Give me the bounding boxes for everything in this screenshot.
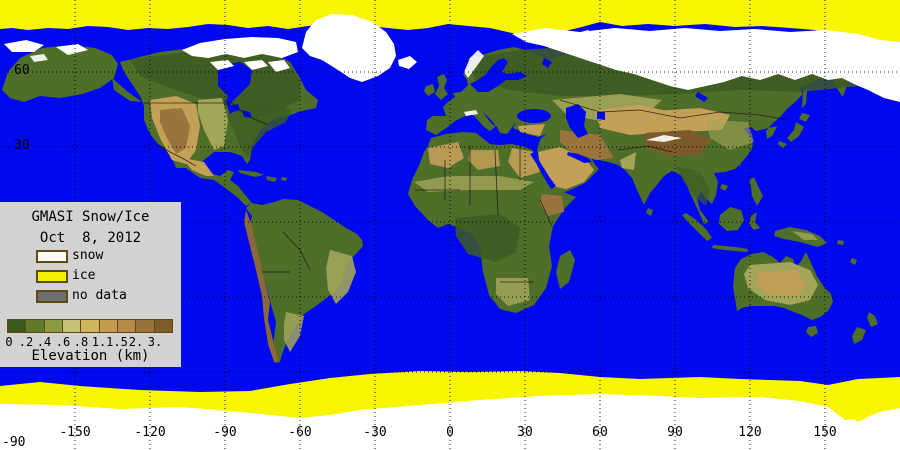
- oceania: [682, 177, 878, 344]
- elevation-tick: 3.: [147, 335, 163, 349]
- lon-label: 90: [667, 425, 683, 440]
- lon-label: 30: [517, 425, 533, 440]
- elevation-tick: .4: [36, 335, 52, 349]
- lon-label: -60: [288, 425, 312, 440]
- lon-label: -150: [59, 425, 91, 440]
- south-america: [244, 199, 363, 363]
- no-data-swatch: [36, 290, 68, 303]
- lat-label: 30: [14, 138, 30, 153]
- lon-label: 150: [813, 425, 837, 440]
- lon-label: 0: [446, 425, 454, 440]
- lon-label: -30: [363, 425, 387, 440]
- elevation-tick: 2.: [128, 335, 144, 349]
- elevation-tick: 1.: [91, 335, 107, 349]
- lon-label: 60: [592, 425, 608, 440]
- lon-label: 120: [738, 425, 762, 440]
- snow-swatch: [36, 250, 68, 263]
- elevation-colorbar: [7, 319, 173, 333]
- elevation-colorbar-segment: [81, 320, 100, 332]
- elevation-colorbar-segment: [26, 320, 45, 332]
- elevation-tick: .6: [55, 335, 71, 349]
- elevation-colorbar-segment: [8, 320, 27, 332]
- elevation-colorbar-segment: [44, 320, 63, 332]
- lat-label: -90: [2, 435, 26, 450]
- lon-label: -120: [134, 425, 166, 440]
- arctic-ice-layer: [0, 0, 900, 60]
- lon-label: -90: [213, 425, 237, 440]
- elevation-tick: 0: [5, 335, 13, 349]
- elevation-colorbar-segment: [136, 320, 155, 332]
- elevation-colorbar-segment: [62, 320, 82, 332]
- elevation-colorbar-segment: [117, 320, 137, 332]
- legend-title: GMASI Snow/Ice: [31, 209, 150, 225]
- east-asia-islands: [646, 90, 810, 216]
- lat-label: 60: [14, 63, 30, 78]
- legend-panel: GMASI Snow/Ice Oct 8, 2012 snow ice no d…: [0, 202, 181, 367]
- elevation-tick: 1.5: [106, 335, 128, 349]
- elevation-colorbar-segment: [154, 320, 172, 332]
- legend-date: Oct 8, 2012: [39, 230, 142, 246]
- no-data-label: no data: [72, 288, 127, 303]
- elevation-caption: Elevation (km): [31, 348, 150, 364]
- ice-swatch: [36, 270, 68, 283]
- elevation-colorbar-segment: [99, 320, 118, 332]
- elevation-ticks: 0 .2 .4 .6 .8 1. 1.5 2. 3.: [0, 335, 181, 349]
- snow-cover-layer: [4, 14, 900, 142]
- elevation-tick: .8: [73, 335, 89, 349]
- ice-label: ice: [72, 268, 96, 283]
- snow-label: snow: [72, 248, 104, 263]
- north-america: [2, 43, 318, 206]
- elevation-tick: .2: [18, 335, 34, 349]
